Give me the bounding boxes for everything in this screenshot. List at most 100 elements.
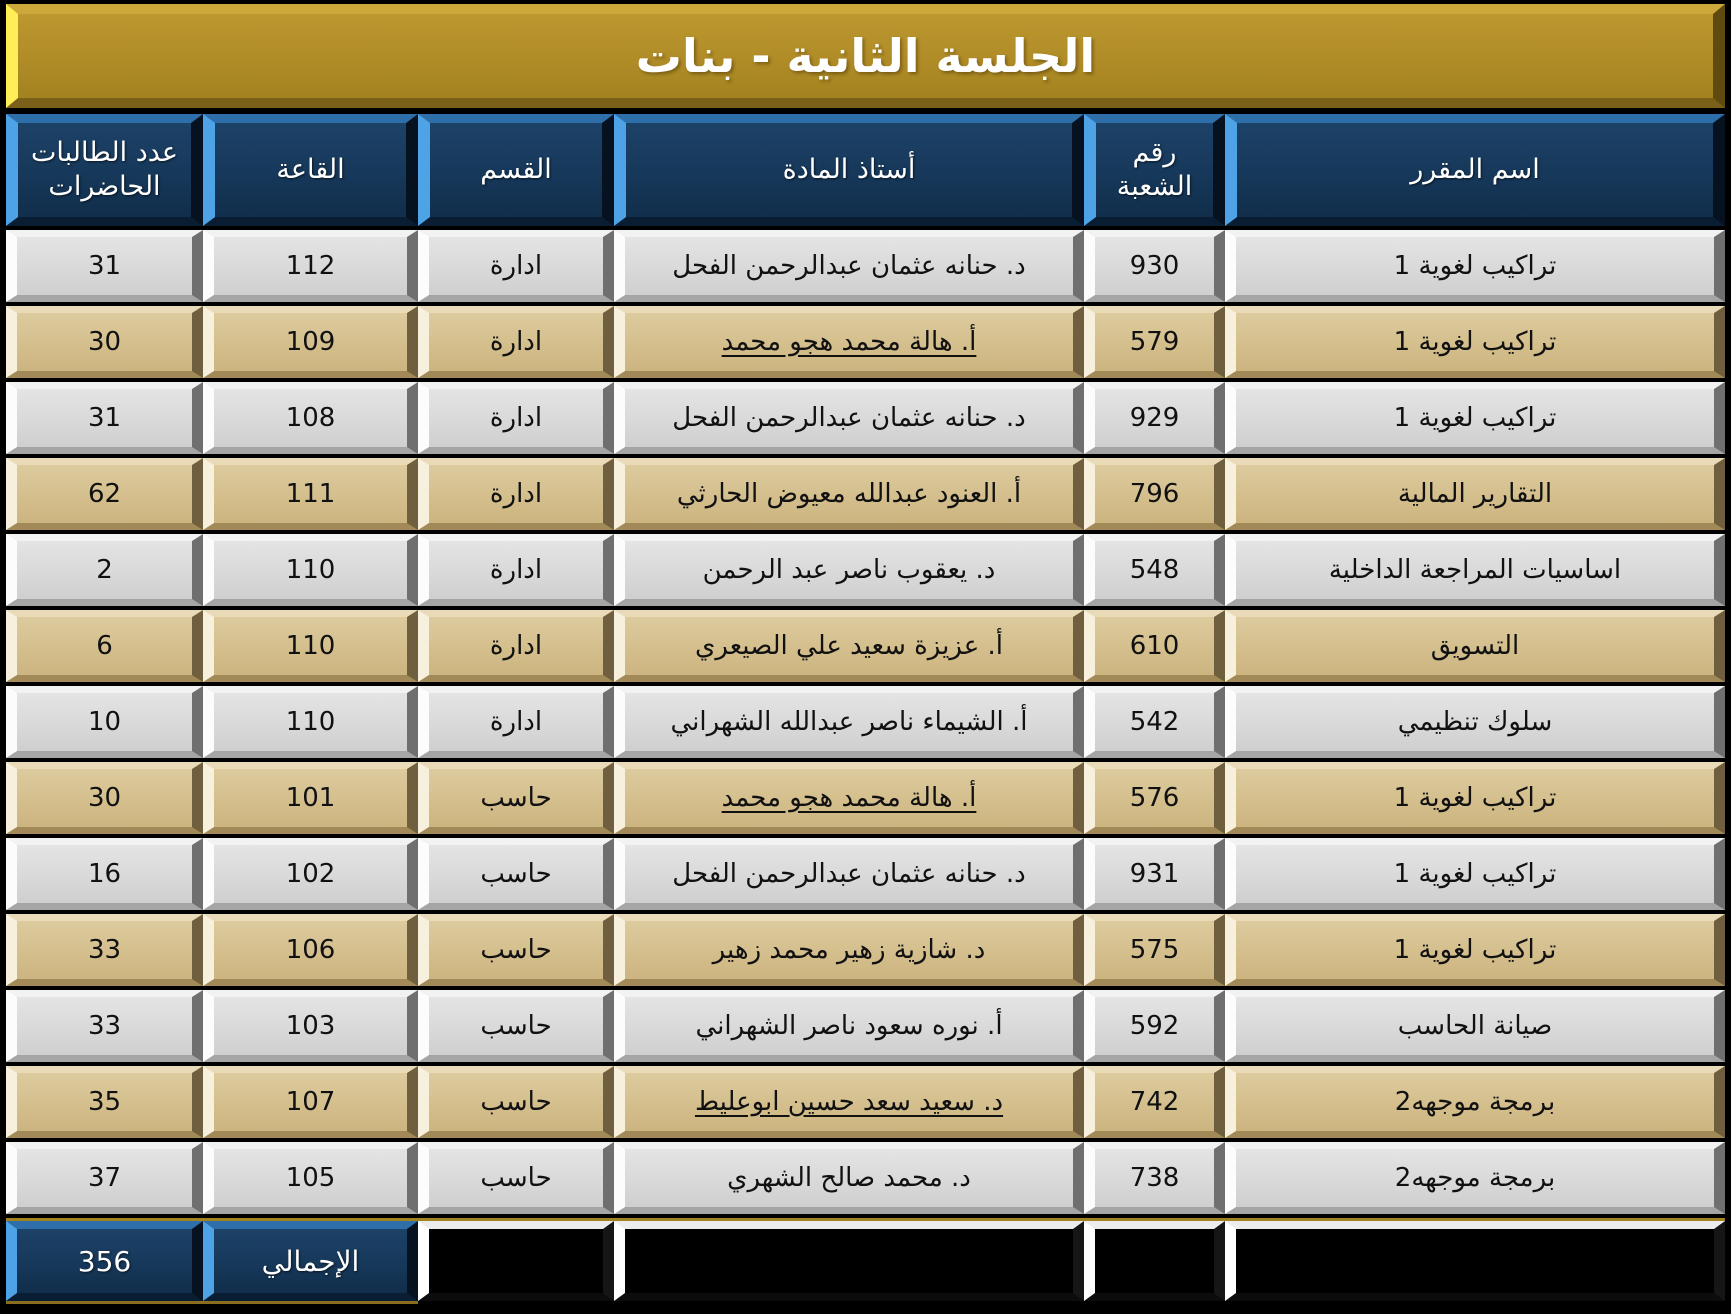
section-cell: 610 [1084,610,1225,682]
table-row: اساسيات المراجعة الداخلية 548 د. يعقوب ناص… [6,534,1725,606]
teacher-cell: د. يعقوب ناصر عبد الرحمن [614,534,1084,606]
section-cell: 930 [1084,230,1225,302]
hall-cell: 110 [203,534,418,606]
hall-cell: 105 [203,1142,418,1214]
hall-cell: 106 [203,914,418,986]
section-cell: 742 [1084,1066,1225,1138]
course-cell: تراكيب لغوية 1 [1225,382,1725,454]
teacher-cell: د. حنانه عثمان عبدالرحمن الفحل [614,230,1084,302]
course-cell: برمجة موجهه2 [1225,1066,1725,1138]
hall-cell: 107 [203,1066,418,1138]
hall-cell: 111 [203,458,418,530]
total-value: 356 [6,1221,203,1301]
dept-cell: ادارة [418,230,614,302]
course-cell: برمجة موجهه2 [1225,1142,1725,1214]
count-cell: 10 [6,686,203,758]
teacher-cell: د. شازية زهير محمد زهير [614,914,1084,986]
teacher-cell: أ. هالة محمد هجو محمد [614,762,1084,834]
course-cell: تراكيب لغوية 1 [1225,914,1725,986]
hall-cell: 110 [203,610,418,682]
teacher-cell: أ. عزيزة سعيد علي الصيعري [614,610,1084,682]
section-cell: 548 [1084,534,1225,606]
teacher-cell: أ. هالة محمد هجو محمد [614,306,1084,378]
section-cell: 738 [1084,1142,1225,1214]
table-row: تراكيب لغوية 1 575 د. شازية زهير محمد زهير… [6,914,1725,986]
section-cell: 796 [1084,458,1225,530]
course-cell: صيانة الحاسب [1225,990,1725,1062]
count-cell: 30 [6,762,203,834]
table-row: برمجة موجهه2 738 د. محمد صالح الشهري حاسب 10… [6,1142,1725,1214]
dept-cell: حاسب [418,838,614,910]
teacher-cell: د. حنانه عثمان عبدالرحمن الفحل [614,838,1084,910]
column-header-count: عدد الطالبات الحاضرات [6,114,203,226]
page-title: الجلسة الثانية - بنات [6,4,1725,108]
table-row: تراكيب لغوية 1 931 د. حنانه عثمان عبدالرحم… [6,838,1725,910]
column-header-hall: القاعة [203,114,418,226]
column-header-teacher: أستاذ المادة [614,114,1084,226]
count-cell: 33 [6,990,203,1062]
hall-cell: 110 [203,686,418,758]
hall-cell: 109 [203,306,418,378]
section-cell: 929 [1084,382,1225,454]
table-row: برمجة موجهه2 742 د. سعيد سعد حسين ابوعليط ح… [6,1066,1725,1138]
dept-cell: ادارة [418,610,614,682]
course-cell: تراكيب لغوية 1 [1225,762,1725,834]
teacher-cell: أ. الشيماء ناصر عبدالله الشهراني [614,686,1084,758]
table-body: تراكيب لغوية 1 930 د. حنانه عثمان عبدالرحم… [6,230,1725,1218]
total-label: الإجمالي [203,1221,418,1301]
count-cell: 33 [6,914,203,986]
table-row: سلوك تنظيمي 542 أ. الشيماء ناصر عبدالله ال… [6,686,1725,758]
count-cell: 30 [6,306,203,378]
section-cell: 579 [1084,306,1225,378]
column-header-dept: القسم [418,114,614,226]
total-empty-dept-cell [418,1221,614,1301]
teacher-cell: د. سعيد سعد حسين ابوعليط [614,1066,1084,1138]
count-cell: 35 [6,1066,203,1138]
dept-cell: حاسب [418,990,614,1062]
course-cell: تراكيب لغوية 1 [1225,306,1725,378]
dept-cell: ادارة [418,382,614,454]
course-cell: اساسيات المراجعة الداخلية [1225,534,1725,606]
hall-cell: 102 [203,838,418,910]
total-row: الإجمالي 356 [6,1218,1725,1301]
section-cell: 592 [1084,990,1225,1062]
teacher-cell: أ. العنود عبدالله معيوض الحارثي [614,458,1084,530]
count-cell: 37 [6,1142,203,1214]
count-cell: 16 [6,838,203,910]
course-cell: تراكيب لغوية 1 [1225,230,1725,302]
section-cell: 575 [1084,914,1225,986]
section-cell: 542 [1084,686,1225,758]
teacher-cell: د. حنانه عثمان عبدالرحمن الفحل [614,382,1084,454]
section-cell: 931 [1084,838,1225,910]
total-empty-teacher-cell [614,1221,1084,1301]
hall-cell: 101 [203,762,418,834]
course-cell: سلوك تنظيمي [1225,686,1725,758]
count-cell: 2 [6,534,203,606]
teacher-cell: أ. نوره سعود ناصر الشهراني [614,990,1084,1062]
total-empty-course-cell [1225,1221,1725,1301]
course-cell: التسويق [1225,610,1725,682]
table-row: تراكيب لغوية 1 929 د. حنانه عثمان عبدالرحم… [6,382,1725,454]
column-header-course: اسم المقرر [1225,114,1725,226]
table-row: التسويق 610 أ. عزيزة سعيد علي الصيعري ادارة… [6,610,1725,682]
table-row: تراكيب لغوية 1 930 د. حنانه عثمان عبدالرحم… [6,230,1725,302]
table-row: صيانة الحاسب 592 أ. نوره سعود ناصر الشهران… [6,990,1725,1062]
section-cell: 576 [1084,762,1225,834]
column-header-section: رقم الشعبة [1084,114,1225,226]
hall-cell: 103 [203,990,418,1062]
table-row: تراكيب لغوية 1 576 أ. هالة محمد هجو محمد حا… [6,762,1725,834]
total-empty-section-cell [1084,1221,1225,1301]
dept-cell: حاسب [418,914,614,986]
dept-cell: ادارة [418,686,614,758]
count-cell: 6 [6,610,203,682]
count-cell: 31 [6,230,203,302]
table-row: التقارير المالية 796 أ. العنود عبدالله معي… [6,458,1725,530]
course-cell: التقارير المالية [1225,458,1725,530]
teacher-cell: د. محمد صالح الشهري [614,1142,1084,1214]
hall-cell: 112 [203,230,418,302]
dept-cell: ادارة [418,306,614,378]
dept-cell: ادارة [418,534,614,606]
course-cell: تراكيب لغوية 1 [1225,838,1725,910]
dept-cell: حاسب [418,762,614,834]
hall-cell: 108 [203,382,418,454]
